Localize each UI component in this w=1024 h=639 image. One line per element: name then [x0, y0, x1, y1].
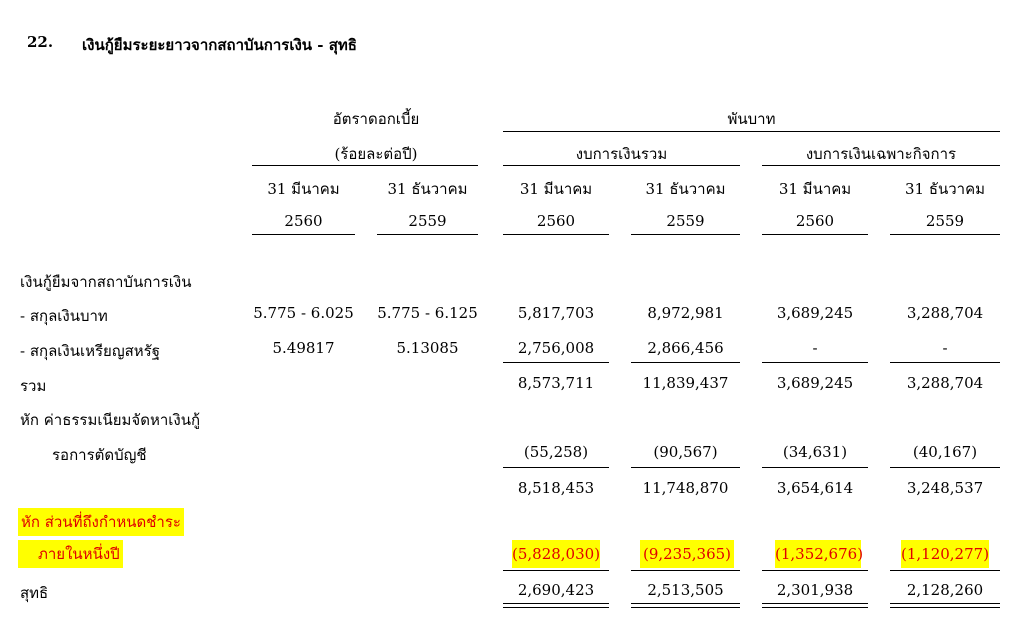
row-net-value-6: 2,128,260: [906, 581, 984, 599]
fee-rule-5: [762, 467, 868, 468]
separate-header: งบการเงินเฉพาะกิจการ: [805, 145, 957, 163]
row-fee-value-3: (55,258): [523, 443, 589, 461]
net-double-rule-3: [503, 603, 609, 608]
row-baht-value-4: 8,972,981: [647, 304, 724, 322]
interest-rate-rule: [252, 165, 478, 166]
row-baht-label: - สกุลเงินบาท: [20, 307, 108, 325]
row-fee-label-1: หัก ค่าธรรมเนียมจัดหาเงินกู้: [20, 411, 201, 429]
col6-year: 2559: [925, 212, 965, 230]
interest-rate-unit: (ร้อยละต่อปี): [334, 145, 418, 163]
row-usd-value-6: -: [942, 339, 948, 357]
fee-rule-6: [890, 467, 1000, 468]
row-current-value-3: (5,828,030): [512, 540, 600, 568]
row-subtotal-value-3: 8,518,453: [517, 479, 595, 497]
net-double-rule-4: [631, 603, 740, 608]
net-double-rule-5: [762, 603, 868, 608]
note-title: เงินกู้ยืมระยะยาวจากสถาบันการเงิน - สุทธ…: [82, 36, 357, 54]
row-current-value-6: (1,120,277): [901, 540, 989, 568]
thousand-baht-header: พันบาท: [727, 110, 776, 128]
thousand-baht-rule: [503, 131, 1000, 132]
row-usd-rate-2: 5.13085: [396, 339, 459, 357]
current-rule-3: [503, 570, 609, 571]
row-fee-value-6: (40,167): [912, 443, 978, 461]
col3-date: 31 มีนาคม: [519, 180, 593, 198]
col2-year: 2559: [408, 212, 447, 230]
separate-rule: [762, 165, 1000, 166]
col2-date: 31 ธันวาคม: [387, 180, 468, 198]
net-double-rule-6: [890, 603, 1000, 608]
col4-year: 2559: [666, 212, 705, 230]
row-baht-rate-1: 5.775 - 6.025: [253, 304, 354, 322]
row-usd-value-3: 2,756,008: [517, 339, 595, 357]
row-usd-value-4: 2,866,456: [647, 339, 724, 357]
row-net-label: สุทธิ: [20, 584, 49, 602]
row-net-value-5: 2,301,938: [776, 581, 854, 599]
row-fee-value-5: (34,631): [782, 443, 848, 461]
col3-year: 2560: [536, 212, 576, 230]
col6-rule: [890, 234, 1000, 235]
fee-rule-4: [631, 467, 740, 468]
row-subtotal-value-6: 3,248,537: [906, 479, 984, 497]
row-net-value-3: 2,690,423: [517, 581, 595, 599]
col1-year: 2560: [284, 212, 323, 230]
col4-date: 31 ธันวาคม: [645, 180, 726, 198]
row-current-value-5: (1,352,676): [775, 540, 863, 568]
col5-rule: [762, 234, 868, 235]
row-fee-label-2: รอการตัดบัญชี: [52, 446, 147, 464]
current-rule-6: [890, 570, 1000, 571]
row-fee-value-4: (90,567): [653, 443, 718, 461]
usd-rule-3: [503, 362, 609, 363]
consolidated-rule: [503, 165, 740, 166]
row-baht-value-5: 3,689,245: [776, 304, 854, 322]
row-total-value-6: 3,288,704: [906, 374, 984, 392]
col6-date: 31 ธันวาคม: [904, 180, 986, 198]
row-current-value-4: (9,235,365): [640, 540, 734, 568]
col1-rule: [252, 234, 355, 235]
row-current-label-2: ภายในหนึ่งปี: [18, 540, 123, 568]
current-rule-4: [631, 570, 740, 571]
current-rule-5: [762, 570, 868, 571]
section-label: เงินกู้ยืมจากสถาบันการเงิน: [20, 273, 192, 291]
fee-rule-3: [503, 467, 609, 468]
row-baht-value-3: 5,817,703: [517, 304, 595, 322]
col5-date: 31 มีนาคม: [778, 180, 852, 198]
usd-rule-6: [890, 362, 1000, 363]
col1-date: 31 มีนาคม: [267, 180, 340, 198]
row-baht-value-6: 3,288,704: [906, 304, 984, 322]
col5-year: 2560: [795, 212, 835, 230]
col4-rule: [631, 234, 740, 235]
row-total-value-5: 3,689,245: [776, 374, 854, 392]
row-total-label: รวม: [20, 377, 47, 395]
row-usd-label: - สกุลเงินเหรียญสหรัฐ: [20, 342, 160, 360]
usd-rule-4: [631, 362, 740, 363]
interest-rate-header: อัตราดอกเบี้ย: [332, 110, 420, 128]
row-net-value-4: 2,513,505: [647, 581, 724, 599]
row-usd-value-5: -: [812, 339, 818, 357]
row-usd-rate-1: 5.49817: [272, 339, 335, 357]
consolidated-header: งบการเงินรวม: [575, 145, 668, 163]
row-total-value-4: 11,839,437: [642, 374, 729, 392]
row-total-value-3: 8,573,711: [517, 374, 595, 392]
usd-rule-5: [762, 362, 868, 363]
row-current-label-1: หัก ส่วนที่ถึงกำหนดชำระ: [18, 508, 184, 536]
col3-rule: [503, 234, 609, 235]
row-subtotal-value-5: 3,654,614: [776, 479, 854, 497]
col2-rule: [377, 234, 478, 235]
row-baht-rate-2: 5.775 - 6.125: [377, 304, 478, 322]
row-subtotal-value-4: 11,748,870: [642, 479, 729, 497]
note-number: 22.: [27, 33, 54, 51]
